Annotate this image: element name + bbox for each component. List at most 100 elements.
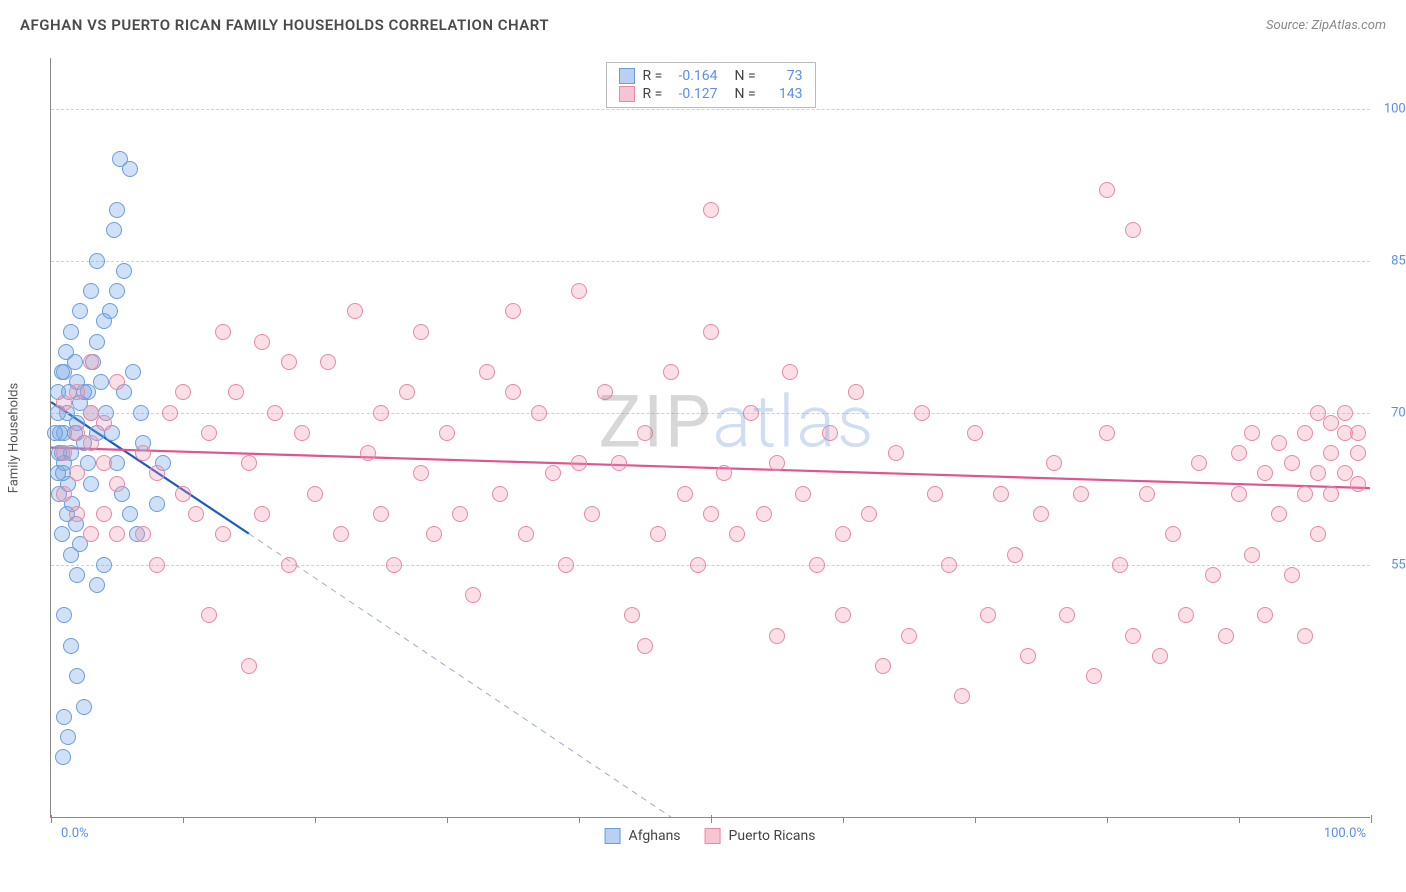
data-point [571, 283, 587, 299]
data-point [1099, 182, 1115, 198]
data-point [716, 465, 732, 481]
data-point [1020, 648, 1036, 664]
data-point [83, 526, 99, 542]
data-point [795, 486, 811, 502]
data-point [135, 526, 151, 542]
x-tick [183, 818, 184, 823]
data-point [1350, 476, 1366, 492]
data-point [479, 364, 495, 380]
data-point [96, 415, 112, 431]
data-point [63, 638, 79, 654]
r-label: R = [643, 68, 671, 84]
data-point [861, 506, 877, 522]
data-point [96, 506, 112, 522]
legend-swatch [605, 828, 621, 844]
data-point [96, 557, 112, 573]
data-point [756, 506, 772, 522]
data-point [175, 384, 191, 400]
data-point [109, 374, 125, 390]
data-point [360, 445, 376, 461]
source-prefix: Source: [1266, 18, 1311, 33]
data-point [584, 506, 600, 522]
data-point [769, 628, 785, 644]
data-point [1337, 405, 1353, 421]
data-point [56, 486, 72, 502]
legend-item: Afghans [605, 828, 681, 844]
data-point [848, 384, 864, 400]
data-point [1007, 547, 1023, 563]
data-point [558, 557, 574, 573]
chart-header: AFGHAN VS PUERTO RICAN FAMILY HOUSEHOLDS… [0, 0, 1406, 40]
data-point [1271, 506, 1287, 522]
data-point [1297, 486, 1313, 502]
data-point [703, 506, 719, 522]
data-point [1310, 526, 1326, 542]
data-point [663, 364, 679, 380]
data-point [125, 364, 141, 380]
data-point [333, 526, 349, 542]
data-point [782, 364, 798, 380]
data-point [149, 557, 165, 573]
y-tick-label: 100.0% [1384, 101, 1406, 116]
data-point [373, 405, 389, 421]
data-point [1139, 486, 1155, 502]
data-point [835, 607, 851, 623]
x-tick [711, 815, 712, 823]
data-point [822, 425, 838, 441]
data-point [54, 364, 70, 380]
data-point [492, 486, 508, 502]
data-point [307, 486, 323, 502]
data-point [55, 749, 71, 765]
data-point [267, 405, 283, 421]
data-point [83, 354, 99, 370]
data-point [109, 283, 125, 299]
data-point [1323, 445, 1339, 461]
data-point [1125, 628, 1141, 644]
data-point [112, 151, 128, 167]
legend-swatch [619, 68, 635, 84]
data-point [63, 324, 79, 340]
data-point [1178, 607, 1194, 623]
data-point [531, 405, 547, 421]
data-point [980, 607, 996, 623]
y-tick-label: 70.0% [1391, 405, 1406, 420]
data-point [1350, 445, 1366, 461]
data-point [1297, 628, 1313, 644]
data-point [677, 486, 693, 502]
source-name: ZipAtlas.com [1311, 18, 1386, 33]
data-point [545, 465, 561, 481]
trendline [249, 534, 671, 817]
data-point [624, 607, 640, 623]
x-tick [975, 818, 976, 823]
data-point [162, 405, 178, 421]
x-tick [579, 818, 580, 823]
data-point [89, 253, 105, 269]
x-tick [1239, 818, 1240, 823]
legend-label: Afghans [629, 828, 681, 844]
data-point [1323, 486, 1339, 502]
x-tick [1371, 815, 1372, 823]
data-point [83, 476, 99, 492]
data-point [1271, 435, 1287, 451]
data-point [505, 303, 521, 319]
r-value: -0.164 [679, 68, 727, 84]
legend-label: Puerto Ricans [729, 828, 816, 844]
data-point [89, 577, 105, 593]
data-point [650, 526, 666, 542]
data-point [281, 354, 297, 370]
data-point [188, 506, 204, 522]
source-attribution: Source: ZipAtlas.com [1266, 18, 1386, 33]
n-value: 143 [771, 86, 803, 102]
data-point [83, 435, 99, 451]
data-point [452, 506, 468, 522]
data-point [1112, 557, 1128, 573]
data-point [109, 202, 125, 218]
data-point [729, 526, 745, 542]
data-point [967, 425, 983, 441]
gridline [51, 413, 1370, 414]
data-point [1257, 465, 1273, 481]
data-point [1033, 506, 1049, 522]
data-point [637, 425, 653, 441]
legend-swatch [705, 828, 721, 844]
data-point [399, 384, 415, 400]
